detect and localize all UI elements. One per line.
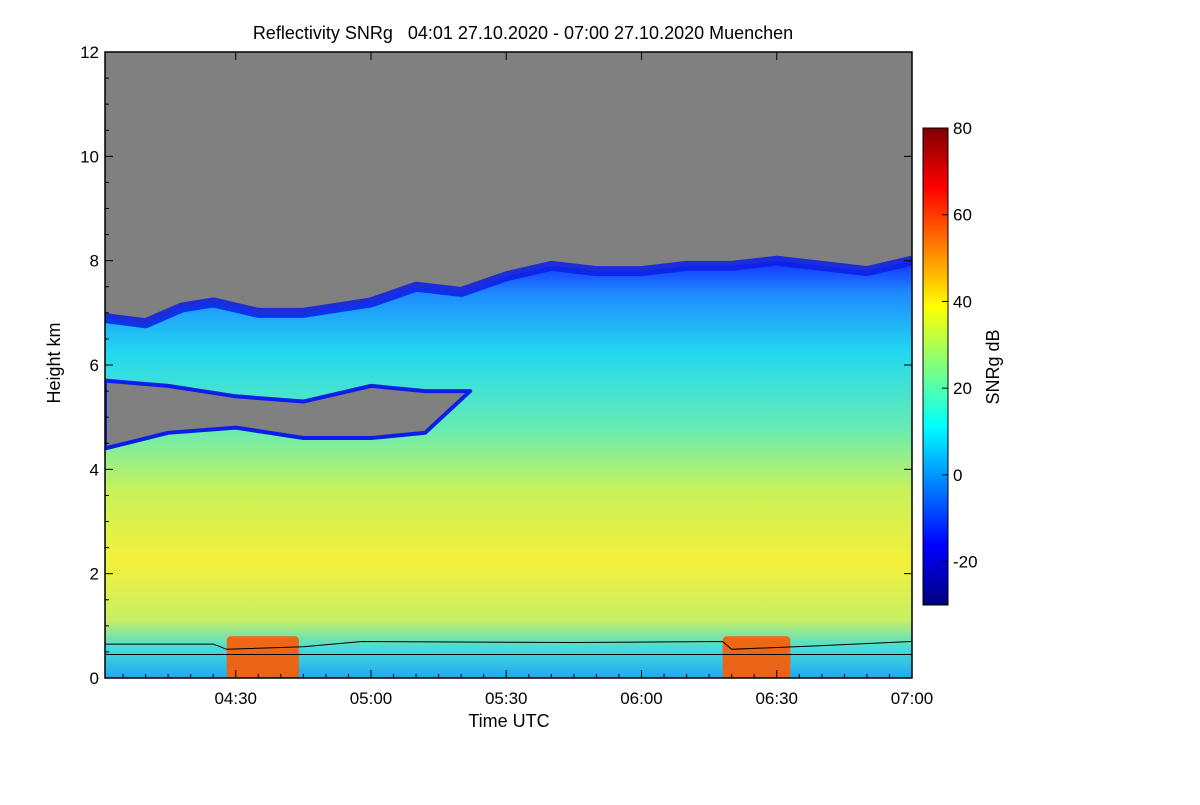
chart-title: Reflectivity SNRg 04:01 27.10.2020 - 07:… bbox=[253, 23, 793, 43]
echo-top-fringe bbox=[105, 255, 912, 329]
y-axis-label: Height km bbox=[44, 322, 64, 403]
x-tick-label: 04:30 bbox=[214, 689, 257, 708]
plot-area bbox=[105, 52, 912, 678]
x-axis: 04:30 05:00 05:30 06:00 06:30 07:00 bbox=[122, 52, 934, 708]
echo-field bbox=[105, 260, 912, 678]
x-axis-label: Time UTC bbox=[468, 711, 549, 731]
y-tick-label: 10 bbox=[80, 147, 99, 166]
y-tick-label: 4 bbox=[90, 460, 99, 479]
melting-layer-line bbox=[105, 640, 912, 650]
colorbar-tick-label: 80 bbox=[953, 119, 972, 138]
colorbar-tick-label: 20 bbox=[953, 379, 972, 398]
y-tick-label: 8 bbox=[90, 252, 99, 271]
x-tick-label: 07:00 bbox=[891, 689, 934, 708]
colorbar-tick-label: -20 bbox=[953, 553, 978, 572]
colorbar-tick-label: 40 bbox=[953, 292, 972, 311]
x-tick-label: 06:30 bbox=[755, 689, 798, 708]
precip-core-1 bbox=[226, 636, 299, 678]
y-tick-label: 0 bbox=[90, 669, 99, 688]
clear-air-gap bbox=[105, 378, 473, 451]
colorbar-label: SNRg dB bbox=[983, 329, 1003, 404]
colorbar-tick-label: 60 bbox=[953, 206, 972, 225]
x-tick-label: 06:00 bbox=[620, 689, 663, 708]
colorbar-gradient bbox=[922, 127, 949, 606]
x-tick-label: 05:00 bbox=[350, 689, 393, 708]
y-tick-label: 12 bbox=[80, 43, 99, 62]
y-tick-label: 2 bbox=[90, 565, 99, 584]
y-axis: 0 2 4 6 8 10 12 bbox=[80, 43, 912, 688]
y-tick-label: 6 bbox=[90, 356, 99, 375]
x-tick-label: 05:30 bbox=[485, 689, 528, 708]
colorbar-tick-label: 0 bbox=[953, 466, 962, 485]
precip-core-2 bbox=[722, 636, 791, 678]
colorbar: -20 0 20 40 60 80 bbox=[922, 119, 978, 606]
